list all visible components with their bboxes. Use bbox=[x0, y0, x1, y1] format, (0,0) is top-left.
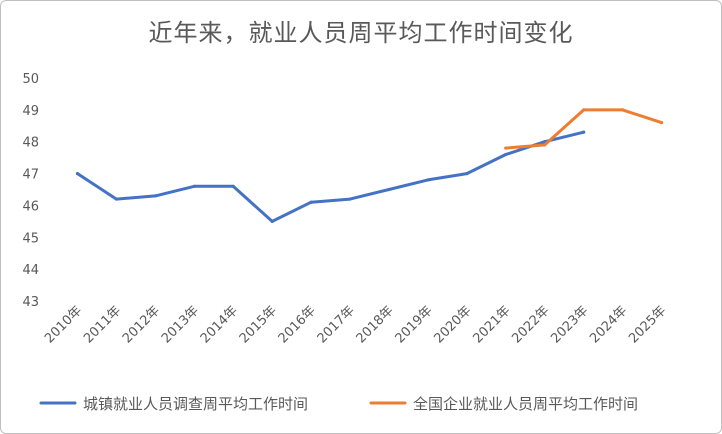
y-tick-label: 48 bbox=[22, 136, 39, 151]
data-point bbox=[153, 194, 157, 198]
data-point bbox=[114, 197, 119, 201]
series-line-1 bbox=[76, 130, 586, 223]
x-tick-label: 2017年 bbox=[315, 303, 358, 346]
data-point bbox=[270, 219, 274, 223]
y-tick-label: 43 bbox=[22, 295, 39, 310]
data-point bbox=[582, 108, 586, 112]
x-tick-label: 2014年 bbox=[198, 303, 241, 346]
legend: 城镇就业人员调查周平均工作时间 全国企业就业人员周平均工作时间 bbox=[39, 395, 638, 413]
x-tick-label: 2020年 bbox=[431, 303, 474, 346]
x-tick-label: 2018年 bbox=[354, 303, 397, 346]
data-point bbox=[231, 184, 235, 188]
y-tick-label: 49 bbox=[22, 104, 39, 119]
data-point bbox=[387, 187, 391, 192]
data-point bbox=[504, 146, 508, 150]
data-point bbox=[504, 152, 508, 157]
chart-title: 近年来，就业人员周平均工作时间变化 bbox=[148, 19, 574, 47]
x-tick-label: 2024年 bbox=[587, 303, 630, 346]
data-point bbox=[348, 197, 352, 201]
x-tick-label: 2021年 bbox=[470, 303, 513, 346]
x-tick-label: 2015年 bbox=[237, 303, 280, 346]
series-line-2 bbox=[504, 108, 663, 150]
data-point bbox=[192, 184, 196, 188]
x-tick-label: 2011年 bbox=[81, 303, 124, 346]
data-point bbox=[309, 200, 313, 204]
data-point bbox=[75, 171, 80, 176]
legend-label-1: 城镇就业人员调查周平均工作时间 bbox=[83, 395, 308, 413]
y-axis-ticks: 43 44 45 46 47 48 49 50 bbox=[22, 72, 39, 310]
series-layer bbox=[75, 108, 664, 223]
x-tick-label: 2012年 bbox=[120, 303, 163, 346]
x-tick-label: 2023年 bbox=[548, 303, 591, 346]
data-point bbox=[465, 171, 469, 176]
x-tick-label: 2025年 bbox=[626, 303, 669, 346]
y-tick-label: 50 bbox=[22, 72, 39, 87]
data-point bbox=[543, 143, 547, 147]
x-tick-label: 2019年 bbox=[393, 303, 436, 346]
x-tick-label: 2016年 bbox=[276, 303, 319, 346]
data-point bbox=[426, 178, 430, 182]
y-tick-label: 47 bbox=[22, 168, 39, 183]
x-tick-label: 2013年 bbox=[159, 303, 202, 346]
x-axis-ticks: 2010年2011年2012年2013年2014年2015年2016年2017年… bbox=[42, 303, 669, 346]
x-tick-label: 2010年 bbox=[42, 303, 85, 346]
data-point bbox=[659, 121, 664, 125]
legend-label-2: 全国企业就业人员周平均工作时间 bbox=[413, 395, 638, 413]
x-tick-label: 2022年 bbox=[509, 303, 552, 346]
y-tick-label: 44 bbox=[22, 263, 39, 278]
data-point bbox=[582, 130, 586, 134]
y-tick-label: 45 bbox=[22, 231, 39, 246]
data-point bbox=[620, 108, 625, 112]
y-tick-label: 46 bbox=[22, 199, 39, 214]
